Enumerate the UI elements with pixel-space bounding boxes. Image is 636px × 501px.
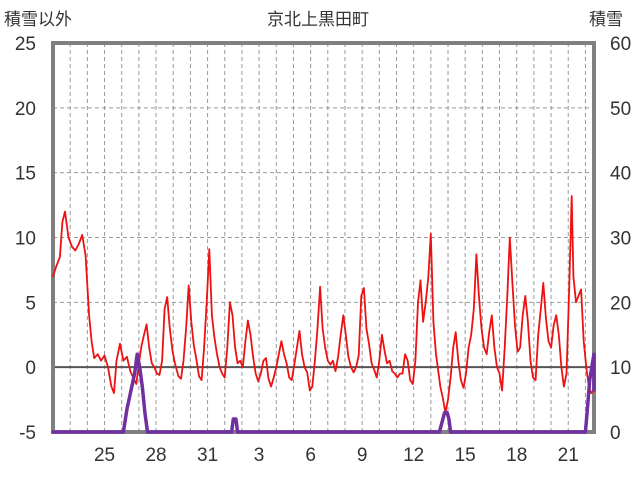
right-tick-label: 40 (610, 164, 631, 185)
x-tick-label: 3 (254, 445, 265, 466)
left-tick-label: 15 (15, 164, 36, 185)
grid (53, 43, 594, 432)
left-tick-label: 5 (25, 293, 36, 314)
left-tick-label: 25 (15, 34, 36, 55)
right-axis-label: 積雪 (589, 10, 623, 30)
x-tick-label: 18 (506, 445, 527, 466)
x-tick-label: 15 (455, 445, 476, 466)
left-axis-label: 積雪以外 (4, 10, 72, 30)
left-tick-label: 10 (15, 229, 36, 250)
x-tick-label: 25 (94, 445, 115, 466)
right-tick-label: 20 (610, 293, 631, 314)
right-tick-label: 10 (610, 358, 631, 379)
temperature-line (52, 195, 595, 414)
x-tick-label: 28 (145, 445, 166, 466)
left-tick-label: 20 (15, 99, 36, 120)
tick-labels: -5 0 5 10 15 20 25 0 10 20 30 40 50 60 25 28 31 3 6 9 12 15 18… (15, 34, 631, 466)
snow-depth-line (51, 352, 596, 434)
right-tick-label: 50 (610, 99, 631, 120)
left-tick-label: 0 (25, 358, 36, 379)
x-tick-label: 21 (558, 445, 579, 466)
x-tick-label: 6 (305, 445, 316, 466)
series-layer (51, 195, 596, 434)
x-tick-label: 12 (403, 445, 424, 466)
left-tick-label: -5 (19, 423, 36, 444)
x-tick-label: 31 (197, 445, 218, 466)
right-tick-label: 60 (610, 34, 631, 55)
x-tick-label: 9 (357, 445, 368, 466)
right-tick-label: 30 (610, 229, 631, 250)
chart-title: 京北上黒田町 (267, 10, 369, 30)
right-tick-label: 0 (610, 423, 621, 444)
